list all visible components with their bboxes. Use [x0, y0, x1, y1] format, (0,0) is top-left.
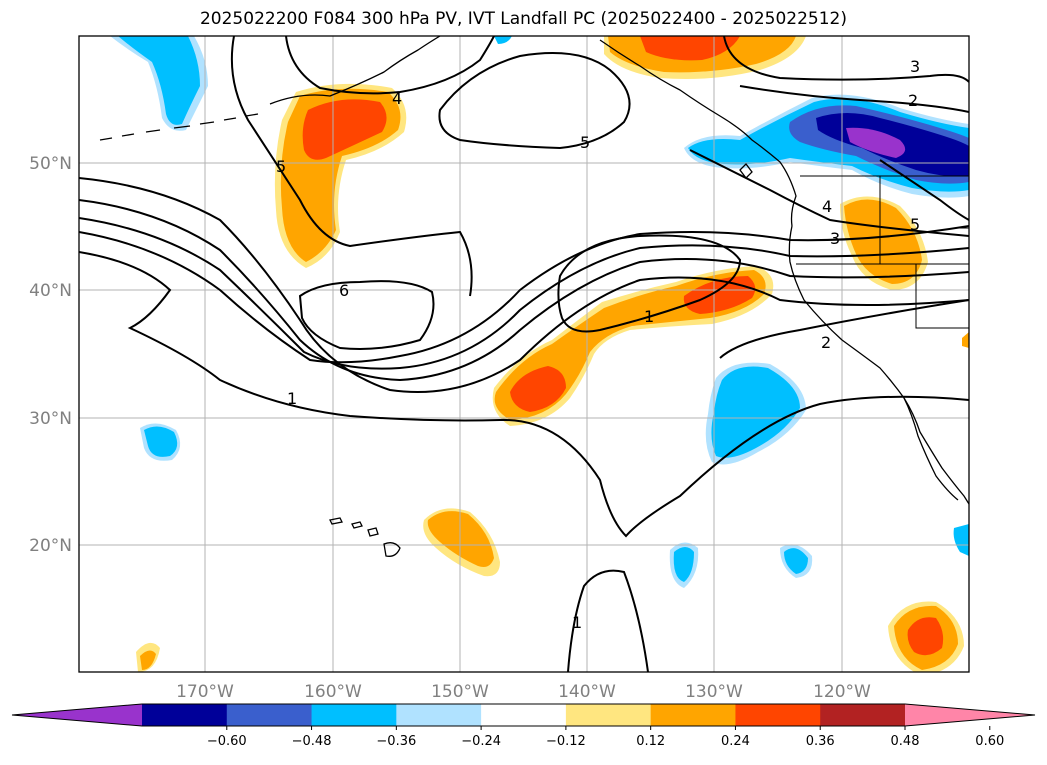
- positive-anomaly-region: [907, 617, 944, 656]
- pv-contour: [285, 36, 495, 95]
- pv-contour: [438, 52, 631, 150]
- colorbar-segment: [820, 704, 906, 726]
- negative-anomaly-region: [846, 127, 906, 158]
- negative-anomaly-region: [673, 547, 694, 582]
- colorbar-segment: [226, 704, 313, 726]
- state-borders: [796, 176, 969, 329]
- colorbar-tick-label: 0.12: [636, 734, 665, 749]
- contour-labels: 1 1 1 2 2 3 3 4 4 5 5 5 6: [276, 57, 920, 632]
- lat-label: 20°N: [29, 536, 72, 556]
- lat-label: 30°N: [29, 409, 72, 429]
- lon-label: 170°W: [176, 682, 234, 702]
- pv-contour: [298, 280, 435, 350]
- colorbar-segment: [735, 704, 821, 726]
- contour-label: 5: [580, 133, 590, 152]
- lon-label: 120°W: [813, 682, 871, 702]
- colorbar-segment: [565, 704, 652, 726]
- negative-anomaly-region: [953, 524, 969, 556]
- pv-contour: [79, 199, 969, 382]
- longitude-labels: 170°W 160°W 150°W 140°W 130°W 120°W: [176, 682, 871, 702]
- contour-label: 4: [392, 89, 402, 108]
- colorbar-tick-label: 0.36: [806, 734, 835, 749]
- lat-label: 40°N: [29, 281, 72, 301]
- lon-label: 150°W: [431, 682, 489, 702]
- positive-anomaly-region: [683, 276, 756, 314]
- colorbar-tick-label: −0.12: [546, 734, 586, 749]
- colorbar-tick-label: 0.48: [891, 734, 920, 749]
- colorbar-segment: [142, 704, 228, 726]
- positive-anomaly-region: [640, 36, 740, 61]
- pv-contour: [79, 251, 969, 538]
- positive-anomaly-region: [510, 366, 566, 412]
- colorbar-segment: [311, 704, 397, 726]
- pv-contour: [879, 159, 969, 221]
- contour-label: 6: [339, 281, 349, 300]
- aleutian-islands: [99, 113, 259, 141]
- lon-label: 130°W: [685, 682, 743, 702]
- alaska-panhandle-coastline: [599, 39, 797, 227]
- contour-label: 3: [910, 57, 920, 76]
- pv-contour: [739, 85, 969, 113]
- pv-contour: [689, 149, 969, 237]
- pv-contour: [719, 299, 969, 359]
- negative-anomaly-region: [494, 36, 512, 44]
- negative-anomaly-region: [118, 36, 200, 125]
- positive-anomaly-region: [844, 199, 922, 284]
- positive-anomaly-region: [140, 650, 156, 670]
- colorbar-outline: [11, 703, 1036, 727]
- colorbar-tick-label: −0.36: [376, 734, 416, 749]
- pv-contour: [230, 36, 473, 297]
- colorbar-extend-max: [905, 704, 1035, 726]
- map-title: 2025022200 F084 300 hPa PV, IVT Landfall…: [199, 9, 847, 29]
- gridlines: [79, 36, 969, 672]
- contour-label: 4: [822, 197, 832, 216]
- contour-label: 1: [287, 389, 297, 408]
- negative-anomaly-region: [784, 548, 808, 574]
- pv-contours: [79, 36, 969, 672]
- contour-label: 3: [830, 229, 840, 248]
- colorbar-extend-min: [12, 704, 142, 726]
- coastlines: [99, 36, 969, 557]
- contour-label: 2: [908, 91, 918, 110]
- colorbar-tick-label: −0.48: [292, 734, 332, 749]
- colorbar-tick-label: 0.24: [721, 734, 750, 749]
- colorbar-tick-label: −0.60: [207, 734, 247, 749]
- alaska-coastline: [269, 36, 441, 105]
- colorbar-tick-label: −0.24: [461, 734, 501, 749]
- shaded-field: [110, 36, 969, 672]
- haida-gwaii: [739, 163, 753, 179]
- map-frame: [78, 35, 970, 673]
- negative-anomaly-region: [711, 366, 800, 458]
- contour-label: 5: [276, 157, 286, 176]
- pv-contour: [79, 225, 969, 364]
- pv-contour: [567, 569, 649, 672]
- colorbar-segment: [650, 704, 736, 726]
- pv-contour: [557, 234, 742, 333]
- lat-label: 50°N: [29, 154, 72, 174]
- colorbar-segment: [481, 704, 567, 726]
- mexico-baja-coast: [903, 397, 959, 501]
- contour-label: 5: [910, 215, 920, 234]
- positive-anomaly-region: [427, 511, 494, 567]
- positive-anomaly-region: [962, 332, 969, 348]
- negative-anomaly-region: [144, 426, 178, 457]
- pv-contour: [723, 36, 969, 83]
- west-coast-coastline: [788, 225, 969, 505]
- colorbar-tick-label: 0.60: [975, 734, 1004, 749]
- positive-anomaly-region: [302, 99, 387, 160]
- pv-contour: [79, 177, 969, 393]
- contour-label: 2: [821, 333, 831, 352]
- lon-label: 160°W: [304, 682, 362, 702]
- plot-area: 1 1 1 2 2 3 3 4 4 5 5 5 6: [79, 36, 969, 672]
- pv-contour: [79, 217, 969, 370]
- colorbar-segment: [396, 704, 482, 726]
- borders: [796, 175, 969, 329]
- lon-label: 140°W: [558, 682, 616, 702]
- contour-label: 1: [644, 307, 654, 326]
- colorbar: −0.60 −0.48 −0.36 −0.24 −0.12 0.12 0.24 0.36 0.4…: [11, 703, 1036, 749]
- hawaiian-islands: [329, 517, 401, 557]
- latitude-labels: 50°N 40°N 30°N 20°N: [29, 154, 72, 556]
- contour-label: 1: [572, 613, 582, 632]
